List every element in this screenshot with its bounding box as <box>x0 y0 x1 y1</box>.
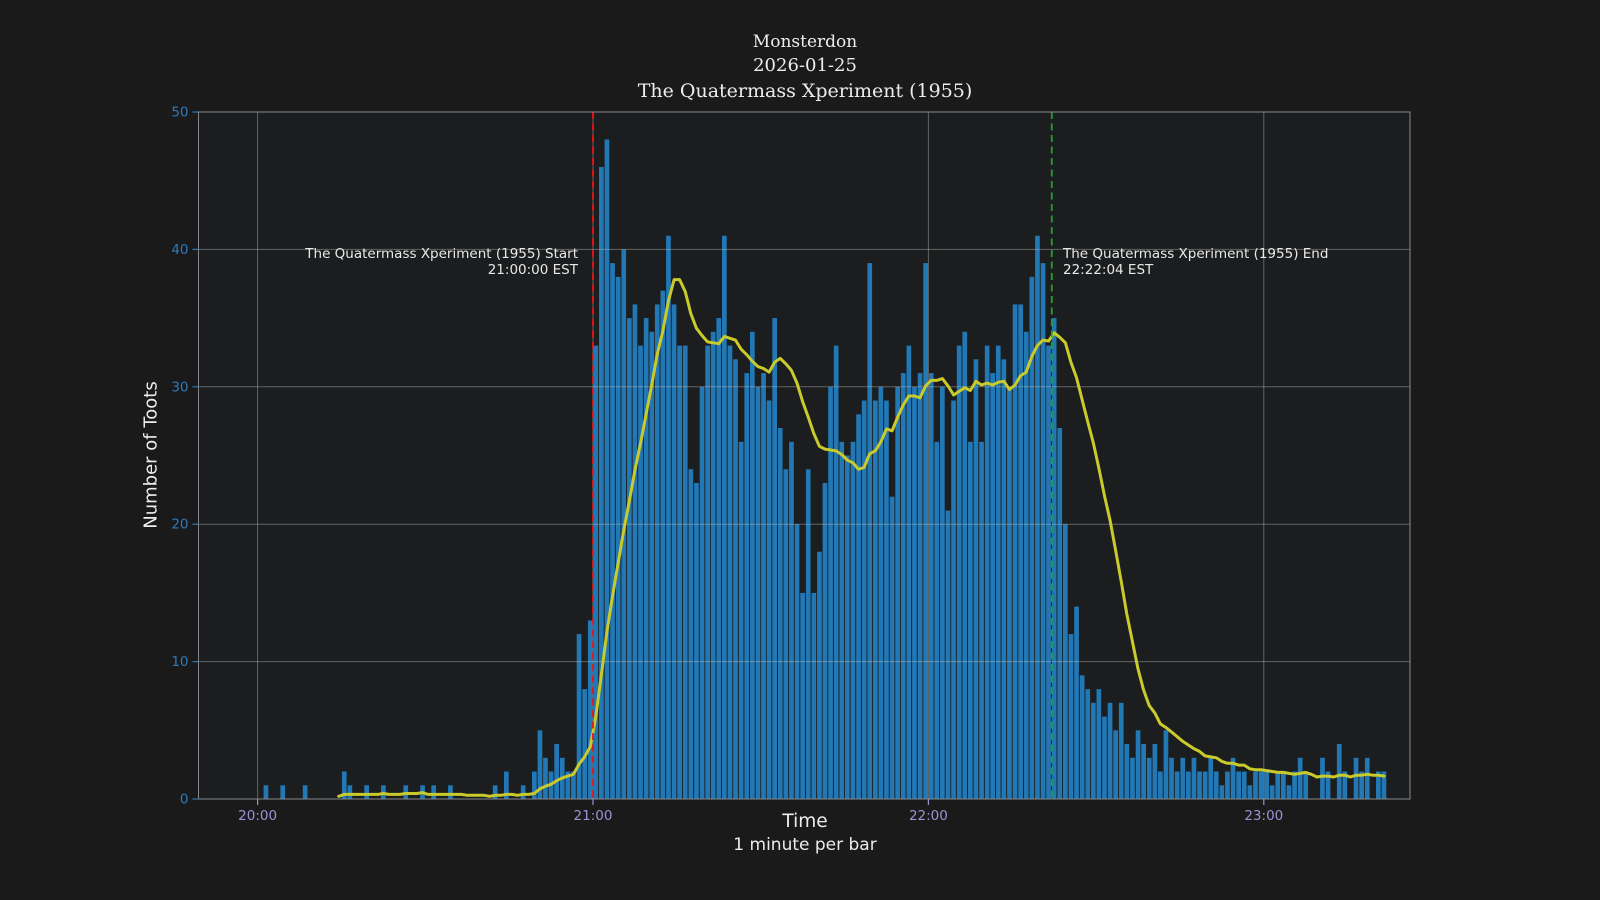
end-annotation-time: 22:22:04 EST <box>1063 262 1154 278</box>
x-axis-sublabel: 1 minute per bar <box>733 835 877 855</box>
x-axis-label: Time <box>782 811 828 832</box>
end-annotation-label: The Quatermass Xperiment (1955) End <box>1063 246 1329 262</box>
title-line-2: 2026-01-25 <box>753 55 857 76</box>
svg-text:20: 20 <box>171 517 188 533</box>
y-axis-label: Number of Toots <box>140 381 162 529</box>
rolling-average-line <box>337 278 1386 798</box>
start-annotation: The Quatermass Xperiment (1955) Start 21… <box>305 246 578 278</box>
start-annotation-time: 21:00:00 EST <box>487 262 578 278</box>
svg-text:10: 10 <box>171 654 188 670</box>
svg-text:23:00: 23:00 <box>1244 808 1283 824</box>
end-annotation: The Quatermass Xperiment (1955) End 22:2… <box>1063 246 1328 278</box>
svg-text:30: 30 <box>171 379 188 395</box>
title-line-1: Monsterdon <box>752 32 858 52</box>
svg-text:21:00: 21:00 <box>574 808 613 824</box>
y-ticks-group: 0 10 20 30 40 50 <box>171 105 199 808</box>
toot-bars-group <box>263 139 1387 800</box>
title-line-3: The Quatermass Xperiment (1955) <box>637 80 973 102</box>
svg-text:22:00: 22:00 <box>909 808 948 824</box>
x-ticks-group: 20:00 21:00 22:00 23:00 <box>238 799 1283 824</box>
svg-text:20:00: 20:00 <box>238 808 277 824</box>
start-annotation-label: The Quatermass Xperiment (1955) Start <box>305 246 578 262</box>
svg-text:50: 50 <box>171 105 188 121</box>
gridlines-group <box>198 111 1410 799</box>
svg-text:40: 40 <box>171 242 188 258</box>
plot-border <box>198 111 1411 800</box>
svg-text:0: 0 <box>180 792 189 808</box>
chart-title: Monsterdon 2026-01-25 The Quatermass Xpe… <box>638 31 973 104</box>
